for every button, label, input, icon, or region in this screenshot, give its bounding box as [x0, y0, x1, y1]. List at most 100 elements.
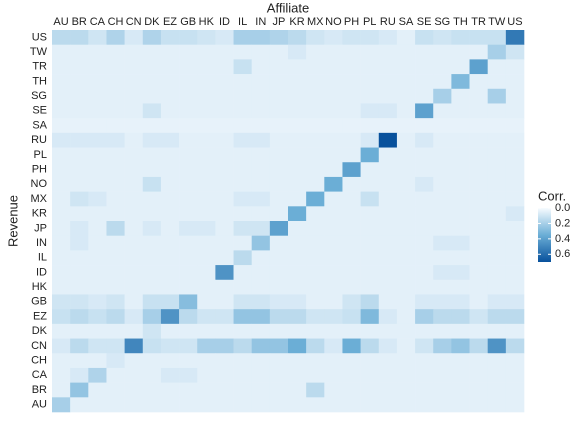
- heat-cell: [251, 59, 271, 75]
- heat-cell: [433, 250, 452, 266]
- heat-cell: [487, 397, 507, 413]
- heat-cell: [378, 397, 398, 413]
- heat-cell: [306, 397, 325, 413]
- heat-cell: [70, 176, 89, 192]
- heat-cell: [160, 162, 180, 178]
- heat-cell: [360, 367, 380, 383]
- heat-cell: [324, 367, 343, 383]
- heat-cell: [378, 382, 398, 398]
- heat-cell: [179, 235, 198, 251]
- heat-cell: [378, 103, 398, 119]
- heat-cell: [160, 74, 180, 90]
- heat-cell: [505, 382, 525, 398]
- heat-cell: [269, 235, 289, 251]
- heat-cell: [469, 103, 488, 119]
- heat-cell: [378, 74, 398, 90]
- heat-cell: [269, 132, 289, 148]
- heat-cell: [415, 353, 434, 369]
- heat-cell: [469, 206, 488, 222]
- heat-cell: [269, 191, 289, 207]
- heat-cell: [306, 147, 325, 163]
- heat-cell: [288, 367, 307, 383]
- heat-cell: [251, 30, 271, 45]
- heat-cell: [215, 44, 234, 60]
- heat-cell: [233, 191, 252, 207]
- heat-cell: [88, 118, 107, 134]
- heat-cell: [324, 162, 343, 178]
- x-tick-label: CH: [108, 16, 124, 28]
- heat-cell: [197, 338, 216, 354]
- heat-cell: [251, 353, 271, 369]
- heat-cell: [396, 44, 416, 60]
- heat-cell: [70, 88, 89, 104]
- heat-cell: [324, 132, 343, 148]
- heat-cell: [469, 367, 488, 383]
- heat-cell: [52, 338, 71, 354]
- heat-cell: [469, 30, 488, 45]
- heat-cell: [505, 30, 525, 45]
- heat-cell: [396, 250, 416, 266]
- heat-cell: [179, 338, 198, 354]
- heat-cell: [124, 294, 144, 310]
- heat-cell: [233, 59, 252, 75]
- heat-cell: [360, 279, 380, 295]
- heat-cell: [396, 162, 416, 178]
- heat-cell: [306, 353, 325, 369]
- heat-cell: [179, 250, 198, 266]
- heat-cell: [160, 147, 180, 163]
- heat-cell: [88, 132, 107, 148]
- heat-cell: [433, 367, 452, 383]
- heat-cell: [451, 176, 470, 192]
- heat-cell: [487, 147, 507, 163]
- heat-cell: [378, 147, 398, 163]
- heat-cell: [251, 382, 271, 398]
- heat-cell: [342, 279, 361, 295]
- heat-cell: [487, 59, 507, 75]
- y-tick-label: SE: [32, 105, 47, 117]
- heat-cell: [70, 118, 89, 134]
- x-tick-label: CA: [90, 16, 106, 28]
- heat-cell: [306, 221, 325, 236]
- y-tick-label: KR: [32, 208, 47, 220]
- heat-cell: [160, 323, 180, 339]
- heat-cell: [179, 191, 198, 207]
- heat-cell: [52, 279, 71, 295]
- heat-cell: [288, 235, 307, 251]
- heat-cell: [197, 176, 216, 192]
- heat-cell: [487, 279, 507, 295]
- heat-cell: [360, 132, 380, 148]
- heat-cell: [160, 294, 180, 310]
- heat-cell: [288, 176, 307, 192]
- heat-cell: [179, 88, 198, 104]
- heat-cell: [124, 176, 144, 192]
- heat-cell: [378, 309, 398, 325]
- heat-cell: [415, 59, 434, 75]
- heat-cell: [106, 176, 125, 192]
- heat-cell: [88, 162, 107, 178]
- heat-cell: [306, 176, 325, 192]
- heat-cell: [233, 74, 252, 90]
- heat-cell: [179, 382, 198, 398]
- heat-cell: [233, 250, 252, 266]
- x-tick-label: US: [507, 16, 522, 28]
- heat-cell: [433, 44, 452, 60]
- heat-cell: [342, 44, 361, 60]
- heat-cell: [487, 176, 507, 192]
- heat-cell: [360, 162, 380, 178]
- heat-cell: [179, 103, 198, 119]
- heat-cell: [396, 59, 416, 75]
- heat-cell: [396, 176, 416, 192]
- heat-cell: [433, 338, 452, 354]
- x-tick-label: MX: [307, 16, 324, 28]
- heat-cell: [433, 323, 452, 339]
- heat-cell: [88, 206, 107, 222]
- x-tick-label: HK: [199, 16, 215, 28]
- heat-cell: [233, 353, 252, 369]
- heat-cell: [70, 338, 89, 354]
- heat-cell: [360, 250, 380, 266]
- heat-cell: [70, 265, 89, 281]
- heat-cell: [160, 103, 180, 119]
- heat-cell: [396, 206, 416, 222]
- heat-cell: [288, 309, 307, 325]
- heat-cell: [324, 221, 343, 236]
